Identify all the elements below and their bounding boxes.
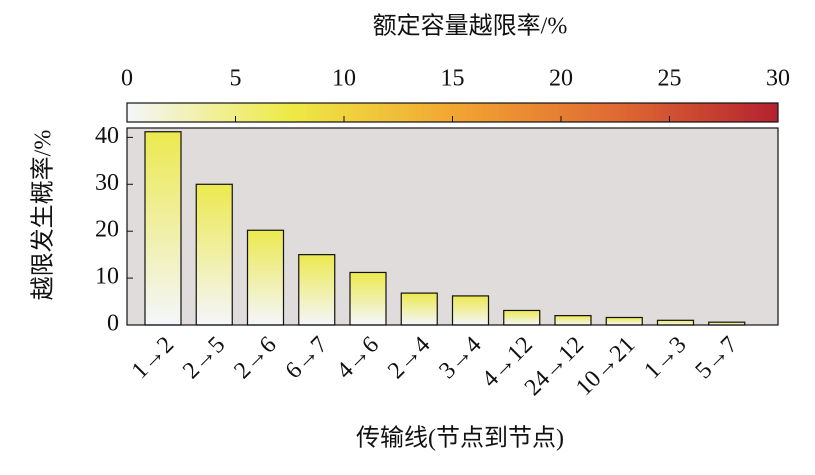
bar bbox=[503, 309, 541, 326]
y-tick-label: 20 bbox=[95, 217, 119, 243]
x-axis-title: 传输线(节点到节点) bbox=[356, 425, 564, 452]
x-tick-label: 10→21 bbox=[571, 332, 640, 401]
x-tick-label: 2→4 bbox=[383, 332, 435, 384]
colorbar-tick-label: 5 bbox=[230, 66, 242, 92]
bar bbox=[451, 295, 490, 326]
colorbar-tick-label: 30 bbox=[766, 66, 790, 92]
x-tick-label: 4→6 bbox=[332, 332, 384, 384]
colorbar-tick-label: 10 bbox=[332, 66, 356, 92]
bar bbox=[656, 319, 695, 326]
bar bbox=[144, 131, 182, 326]
bar bbox=[349, 271, 387, 326]
colorbar-tick-label: 0 bbox=[121, 66, 133, 92]
y-tick-label: 0 bbox=[107, 311, 119, 337]
plot-frame bbox=[126, 127, 779, 326]
y-tick-label: 10 bbox=[95, 264, 119, 290]
x-tick-label: 5→7 bbox=[691, 332, 743, 384]
x-tick-label: 2→5 bbox=[178, 332, 230, 384]
x-tick-label: 6→7 bbox=[281, 332, 333, 384]
colorbar-tick-label: 15 bbox=[441, 66, 465, 92]
y-tick-label: 30 bbox=[95, 170, 119, 196]
y-tick-label: 40 bbox=[95, 123, 119, 149]
x-tick-label: 2→6 bbox=[229, 332, 281, 384]
x-tick-label: 1→3 bbox=[639, 332, 691, 384]
bar bbox=[246, 229, 285, 326]
bar bbox=[605, 316, 643, 326]
y-axis-title: 越限发生概率/% bbox=[30, 130, 57, 301]
colorbar-tick-label: 25 bbox=[658, 66, 682, 92]
colorbar-tick-label: 20 bbox=[549, 66, 573, 92]
bar bbox=[298, 254, 336, 326]
bar bbox=[554, 315, 592, 326]
plot-background bbox=[127, 128, 778, 325]
bar bbox=[400, 292, 438, 326]
bar bbox=[195, 183, 233, 326]
colorbar-title: 额定容量越限率/% bbox=[373, 13, 568, 40]
x-tick-label: 1→2 bbox=[127, 332, 179, 384]
